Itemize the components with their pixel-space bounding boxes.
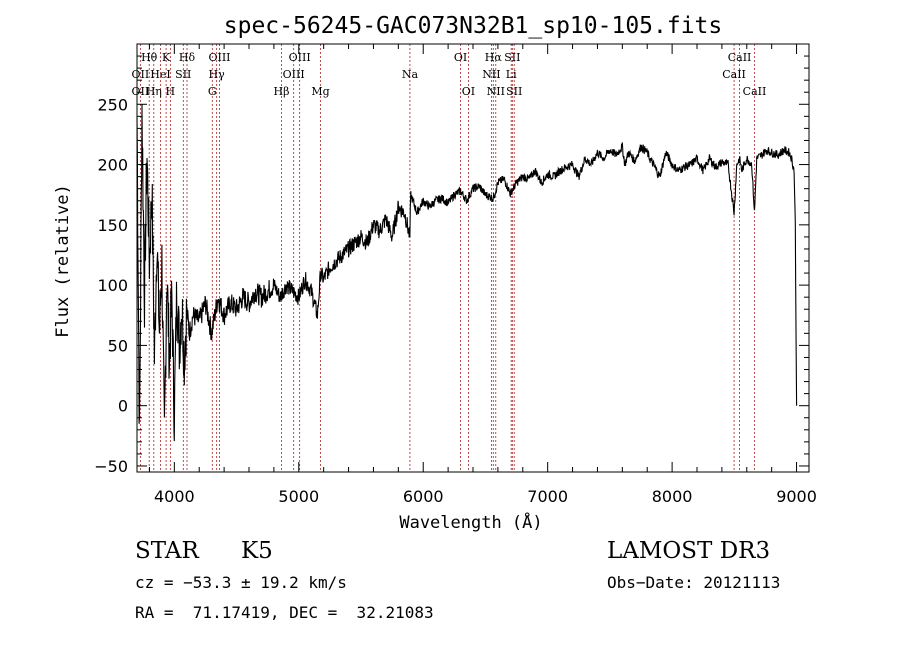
line-label: G (208, 85, 217, 98)
x-tick-label: 7000 (527, 487, 568, 506)
line-label: CaII (728, 51, 752, 64)
spectral-line-markers (139, 44, 755, 472)
object-class: STAR (135, 538, 199, 564)
line-label: Hγ (209, 68, 226, 81)
line-label: OIII (283, 68, 305, 81)
y-axis: −50 0 50 100 150 200 250 (94, 55, 809, 476)
coordinates-readout: RA = 71.17419, DEC = 32.21083 (135, 603, 434, 622)
line-label: Hη (146, 85, 162, 98)
x-tick-label: 6000 (403, 487, 444, 506)
line-label: Na (402, 68, 419, 81)
line-label: OII (132, 85, 150, 98)
y-tick-label: 200 (97, 156, 128, 175)
line-label: K (162, 51, 171, 64)
object-subclass: K5 (241, 538, 273, 564)
x-tick-label: 8000 (652, 487, 693, 506)
line-label: Li (506, 68, 517, 81)
x-tick-label: 5000 (278, 487, 319, 506)
y-tick-label: 50 (108, 336, 128, 355)
y-tick-label: −50 (94, 457, 128, 476)
x-axis-label: Wavelength (Å) (399, 511, 542, 533)
line-label: OIII (289, 51, 311, 64)
plot-frame (136, 43, 810, 473)
line-label: Mg (311, 85, 329, 98)
survey-name: LAMOST DR3 (607, 538, 771, 564)
line-label: SII (504, 51, 520, 64)
y-tick-label: 250 (97, 95, 128, 114)
y-tick-label: 100 (97, 276, 128, 295)
line-label: Hα (485, 51, 503, 64)
line-label: CaII (722, 68, 746, 81)
x-tick-label: 9000 (776, 487, 817, 506)
spectrum-chart: spec-56245-GAC073N32B1_sp10-105.fits Hθ O… (53, 13, 817, 533)
line-label: SII (175, 68, 191, 81)
line-label: HeI (150, 68, 170, 81)
line-label: OIII (208, 51, 230, 64)
x-tick-label: 4000 (154, 487, 195, 506)
line-label: Hβ (274, 85, 290, 98)
y-axis-label: Flux (relative) (53, 184, 73, 338)
y-tick-label: 0 (118, 397, 128, 416)
spectrum-line (136, 104, 798, 442)
line-label: SII (506, 85, 522, 98)
line-label: NII (487, 85, 505, 98)
y-tick-label: 150 (97, 216, 128, 235)
line-label: H (166, 85, 176, 98)
line-label: NII (482, 68, 500, 81)
line-label: OII (132, 68, 150, 81)
redshift-readout: cz = −53.3 ± 19.2 km/s (135, 573, 347, 592)
line-label: OI (462, 85, 475, 98)
line-label: Hδ (179, 51, 196, 64)
line-label: Hθ (141, 51, 158, 64)
chart-title: spec-56245-GAC073N32B1_sp10-105.fits (224, 13, 723, 39)
line-label: OI (454, 51, 467, 64)
line-label: CaII (743, 85, 767, 98)
observation-date: Obs−Date: 20121113 (607, 573, 781, 592)
x-axis: 4000 5000 6000 7000 8000 9000 (148, 44, 817, 506)
